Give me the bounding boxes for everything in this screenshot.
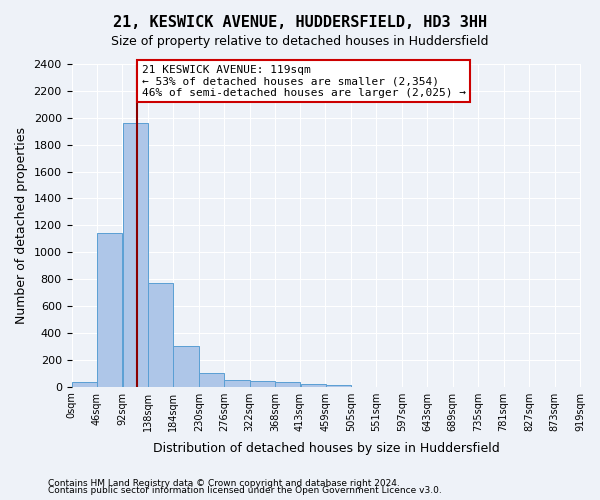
X-axis label: Distribution of detached houses by size in Huddersfield: Distribution of detached houses by size … bbox=[152, 442, 499, 455]
Text: Contains public sector information licensed under the Open Government Licence v3: Contains public sector information licen… bbox=[48, 486, 442, 495]
Bar bbox=[148, 283, 173, 387]
Text: 21, KESWICK AVENUE, HUDDERSFIELD, HD3 3HH: 21, KESWICK AVENUE, HUDDERSFIELD, HD3 3H… bbox=[113, 15, 487, 30]
Bar bbox=[71, 382, 97, 386]
Text: 21 KESWICK AVENUE: 119sqm
← 53% of detached houses are smaller (2,354)
46% of se: 21 KESWICK AVENUE: 119sqm ← 53% of detac… bbox=[142, 64, 466, 98]
Text: Contains HM Land Registry data © Crown copyright and database right 2024.: Contains HM Land Registry data © Crown c… bbox=[48, 478, 400, 488]
Bar bbox=[301, 384, 326, 386]
Bar bbox=[122, 123, 148, 386]
Bar bbox=[250, 382, 275, 386]
Bar bbox=[173, 346, 199, 387]
Text: Size of property relative to detached houses in Huddersfield: Size of property relative to detached ho… bbox=[111, 35, 489, 48]
Bar bbox=[199, 373, 224, 386]
Bar bbox=[224, 380, 250, 386]
Bar bbox=[326, 384, 352, 386]
Bar bbox=[97, 234, 122, 386]
Bar bbox=[275, 382, 301, 386]
Y-axis label: Number of detached properties: Number of detached properties bbox=[15, 127, 28, 324]
